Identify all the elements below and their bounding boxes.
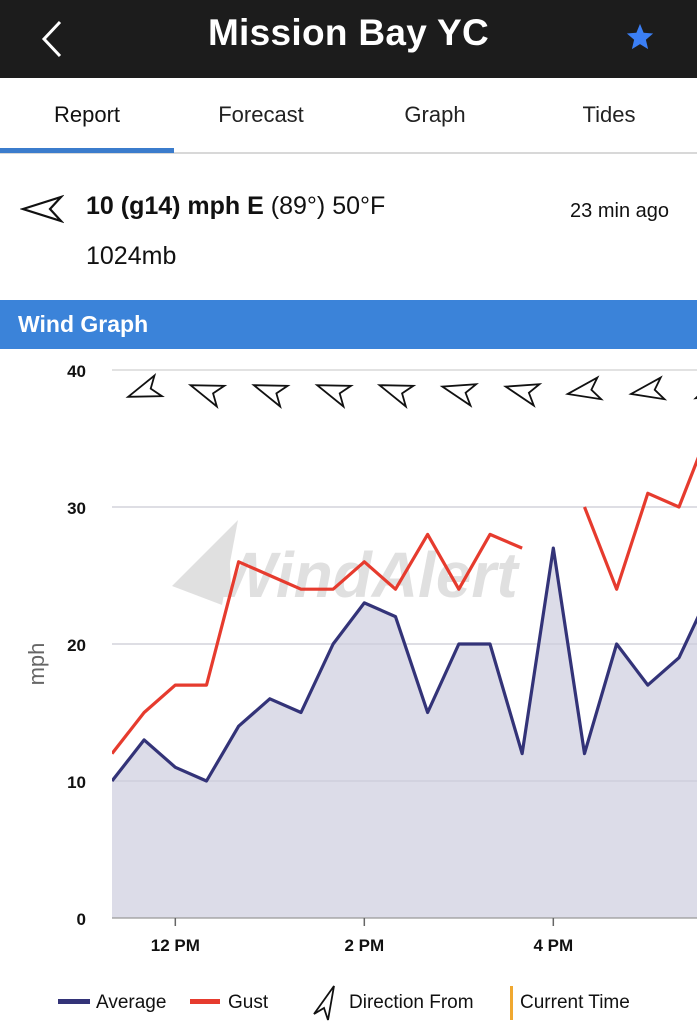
tab-tides[interactable]: Tides [582,102,636,127]
tab-forecast[interactable]: Forecast [218,102,304,127]
wind-graph: 0 10 20 30 40 mph WindAlert 12 PM 2 PM 4 PM [24,362,697,955]
gust-line-icon [190,999,220,1004]
current-time-icon [510,986,513,1020]
y-tick-label: 20 [67,636,86,655]
back-button[interactable] [32,10,72,68]
y-tick-label: 10 [67,773,86,792]
direction-arrow [503,383,543,408]
legend-average: Average [96,992,167,1013]
tab-bar: Report Forecast Graph Tides [0,78,697,154]
y-tick-label: 0 [77,910,86,929]
direction-arrow-icon [313,985,335,1021]
direction-arrow [314,384,354,409]
temperature: 50°F [332,192,386,220]
legend-current-time: Current Time [520,992,630,1013]
current-report: 10 (g14) mph E (89°) 50°F 23 min ago 102… [0,152,697,300]
windalert-watermark: WindAlert [172,520,520,611]
direction-arrow [376,384,417,409]
x-tick-label: 2 PM [344,936,384,955]
y-axis-label: mph [24,643,49,686]
wind-summary: 10 (g14) mph E (89°) 50°F [86,192,385,221]
legend-gust: Gust [228,992,269,1013]
direction-arrow [439,383,479,408]
svg-text:WindAlert: WindAlert [216,539,520,611]
wind-graph-header: Wind Graph [0,300,697,349]
page-title: Mission Bay YC [207,12,490,53]
wind-degrees: (89°) [270,192,326,220]
star-icon [626,23,654,50]
x-tick-label: 12 PM [151,936,200,955]
chart-legend: Average Gust Direction From Current Time [0,978,697,1024]
active-tab-indicator [0,148,174,153]
legend-direction: Direction From [349,992,474,1013]
tab-graph[interactable]: Graph [404,102,466,127]
section-title: Wind Graph [18,311,149,337]
average-area [112,548,697,918]
direction-arrow [251,384,291,409]
gust-series-line [112,532,523,755]
x-tick-label: 4 PM [533,936,573,955]
wind-direction-arrow-icon [20,194,64,224]
direction-arrow [565,375,604,401]
chevron-left-icon [41,20,62,58]
favorite-button[interactable] [619,16,661,58]
tab-report[interactable]: Report [53,102,121,127]
average-series-line [112,546,697,783]
report-time-ago: 23 min ago [570,200,669,222]
direction-arrow [187,384,228,409]
direction-arrow [125,373,165,398]
pressure: 1024mb [86,242,177,270]
direction-arrow [628,375,668,401]
direction-arrow [693,372,697,400]
wind-speed: 10 (g14) mph E [86,192,264,220]
y-tick-label: 30 [67,499,86,518]
y-tick-label: 40 [67,362,86,381]
app-header: Mission Bay YC [0,0,697,78]
average-line-icon [58,999,90,1004]
